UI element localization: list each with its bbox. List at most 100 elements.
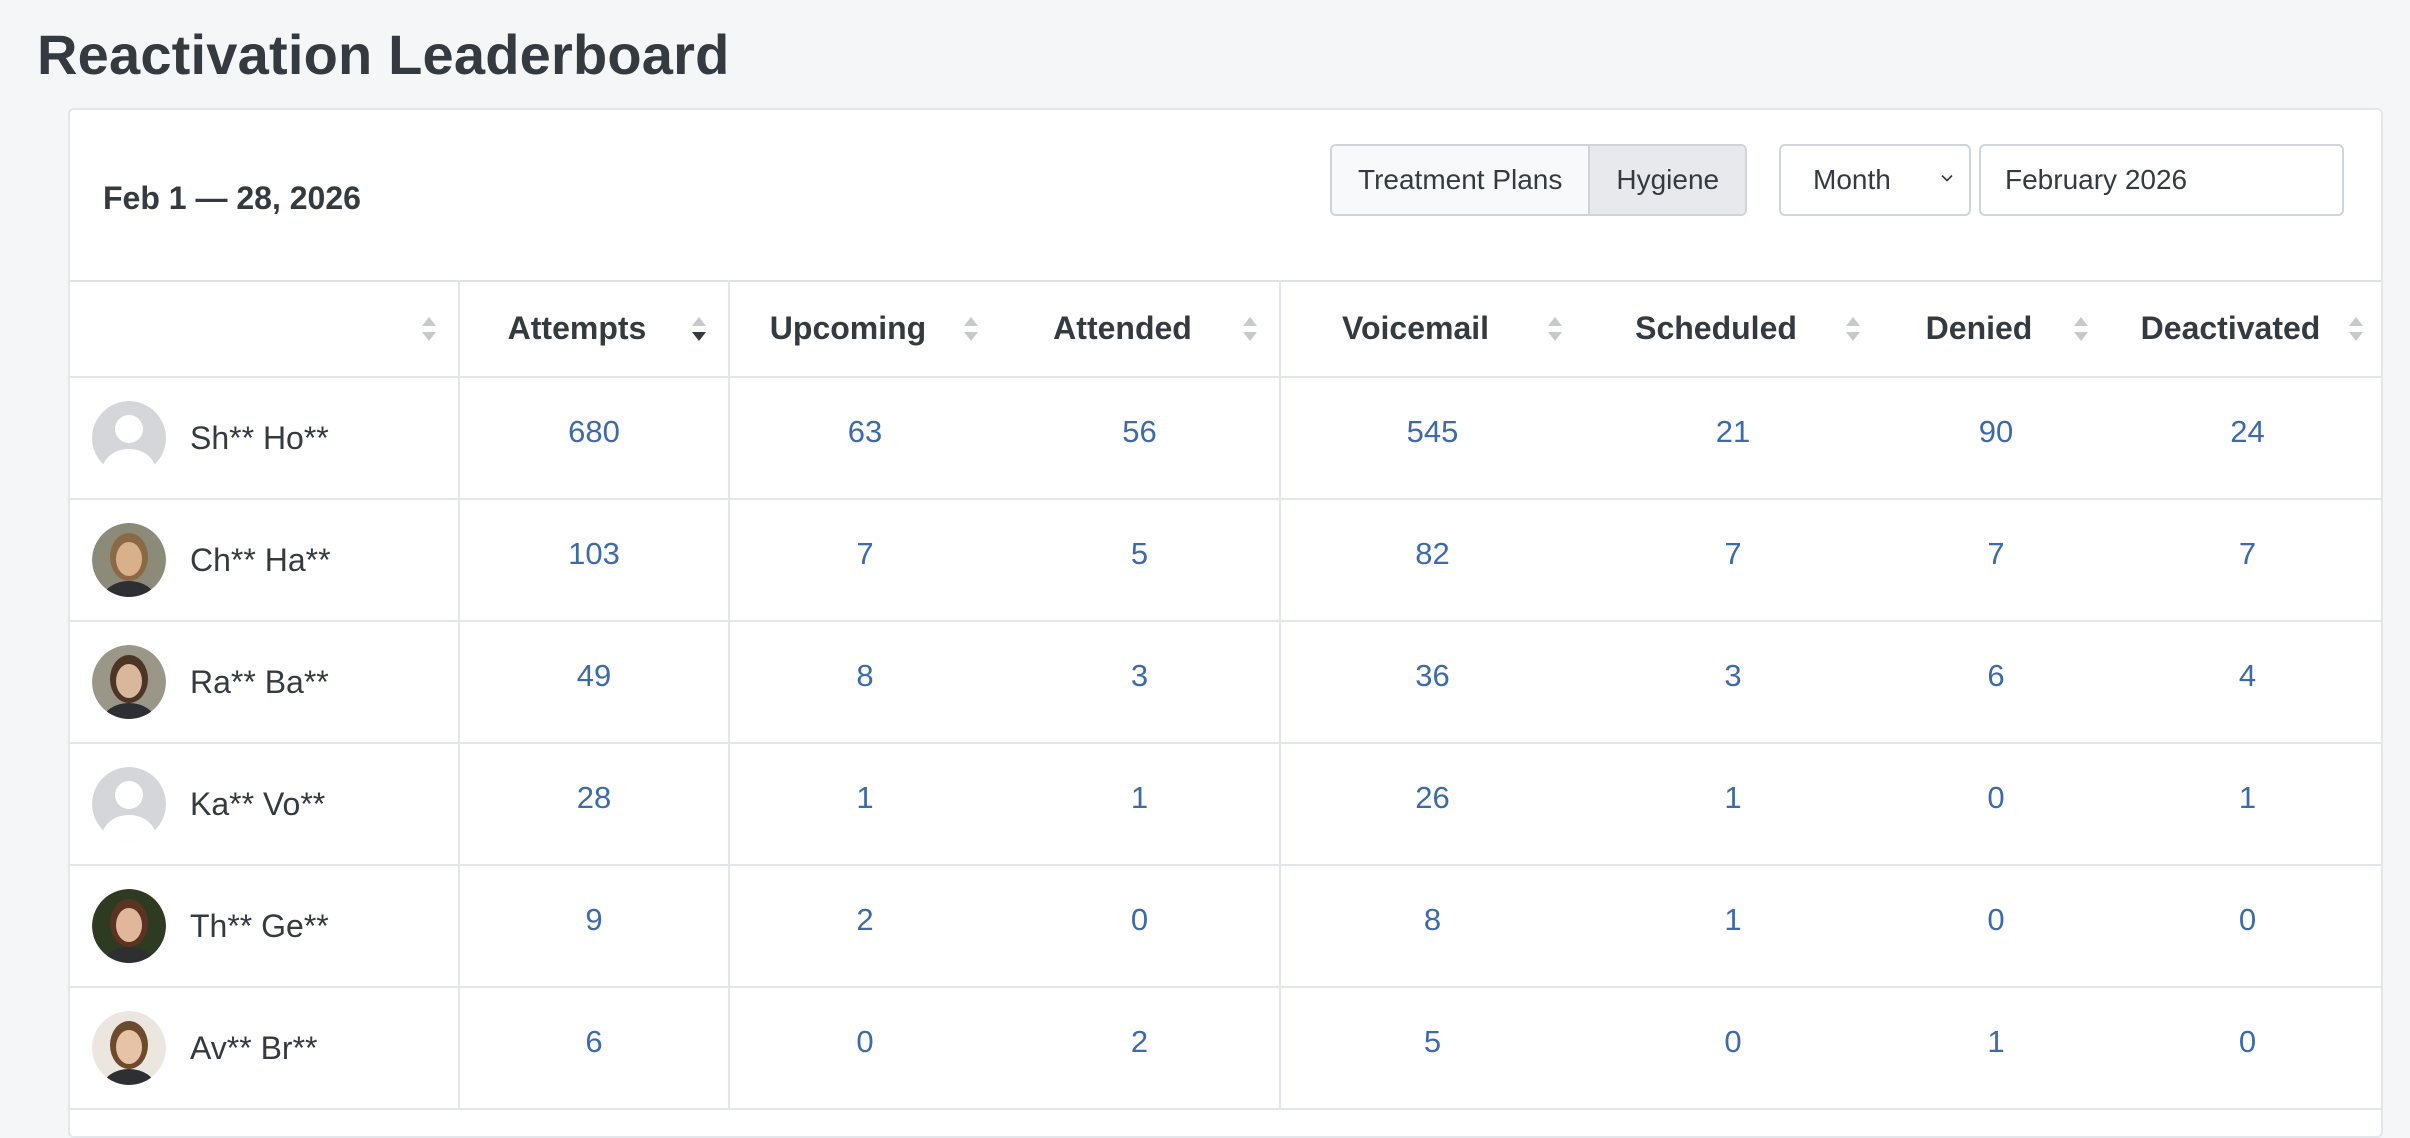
deactivated-count-link[interactable]: 0 bbox=[2238, 1024, 2257, 1059]
table-row: Av** Br** 6 0 2 5 0 1 0 bbox=[70, 988, 2381, 1110]
denied-count-link[interactable]: 6 bbox=[1987, 658, 2005, 693]
voicemail-count-link[interactable]: 26 bbox=[1415, 780, 1450, 815]
voicemail-count-link[interactable]: 82 bbox=[1415, 536, 1450, 571]
cell-deactivated: 4 bbox=[2110, 622, 2381, 742]
deactivated-count-link[interactable]: 1 bbox=[2238, 780, 2257, 815]
scheduled-count-link[interactable]: 1 bbox=[1724, 780, 1742, 815]
staff-name: Ka** Vo** bbox=[190, 785, 326, 822]
cell-denied: 6 bbox=[1882, 622, 2110, 742]
staff-name: Av** Br** bbox=[190, 1029, 318, 1066]
attended-count-link[interactable]: 0 bbox=[1130, 902, 1149, 937]
attended-count-link[interactable]: 3 bbox=[1130, 658, 1149, 693]
column-label: Deactivated bbox=[2140, 309, 2321, 346]
staff-name: Sh** Ho** bbox=[190, 419, 329, 456]
column-label: Scheduled bbox=[1635, 309, 1797, 346]
sort-icon bbox=[1846, 317, 1860, 341]
cell-attended: 1 bbox=[1000, 744, 1279, 864]
attempts-count-link[interactable]: 9 bbox=[585, 902, 603, 937]
header-voicemail[interactable]: Voicemail bbox=[1279, 280, 1584, 376]
voicemail-count-link[interactable]: 8 bbox=[1423, 902, 1442, 937]
sort-icon bbox=[1548, 317, 1562, 341]
scheduled-count-link[interactable]: 1 bbox=[1724, 902, 1742, 937]
denied-count-link[interactable]: 1 bbox=[1987, 1024, 2005, 1059]
category-toggle: Treatment Plans Hygiene bbox=[1330, 144, 1748, 216]
upcoming-count-link[interactable]: 0 bbox=[856, 1024, 874, 1059]
page-title: Reactivation Leaderboard bbox=[37, 23, 730, 86]
cell-attempts: 680 bbox=[458, 378, 728, 498]
header-upcoming[interactable]: Upcoming bbox=[728, 280, 1000, 376]
attempts-count-link[interactable]: 28 bbox=[576, 780, 612, 815]
sort-icon bbox=[2349, 317, 2363, 341]
sort-desc-icon bbox=[692, 317, 706, 341]
scheduled-count-link[interactable]: 0 bbox=[1724, 1024, 1742, 1059]
header-name-column[interactable] bbox=[70, 280, 458, 376]
staff-cell: Sh** Ho** bbox=[70, 378, 458, 498]
header-deactivated[interactable]: Deactivated bbox=[2110, 280, 2381, 376]
scheduled-count-link[interactable]: 3 bbox=[1724, 658, 1742, 693]
attempts-count-link[interactable]: 103 bbox=[568, 536, 620, 571]
cell-denied: 7 bbox=[1882, 500, 2110, 620]
cell-deactivated: 0 bbox=[2110, 866, 2381, 986]
sort-icon bbox=[1243, 317, 1257, 341]
denied-count-link[interactable]: 0 bbox=[1987, 902, 2005, 937]
cell-scheduled: 1 bbox=[1584, 866, 1882, 986]
cell-attended: 56 bbox=[1000, 378, 1279, 498]
denied-count-link[interactable]: 0 bbox=[1987, 780, 2005, 815]
cell-attended: 0 bbox=[1000, 866, 1279, 986]
hygiene-button[interactable]: Hygiene bbox=[1588, 146, 1746, 214]
scheduled-count-link[interactable]: 7 bbox=[1724, 536, 1742, 571]
attended-count-link[interactable]: 5 bbox=[1130, 536, 1149, 571]
sort-icon bbox=[422, 317, 436, 341]
scheduled-count-link[interactable]: 21 bbox=[1715, 414, 1751, 449]
avatar bbox=[92, 645, 166, 719]
cell-upcoming: 8 bbox=[728, 622, 1000, 742]
upcoming-count-link[interactable]: 63 bbox=[847, 414, 883, 449]
attempts-count-link[interactable]: 6 bbox=[585, 1024, 603, 1059]
leaderboard-table: Attempts Upcoming Attended Voicemail Schedul… bbox=[70, 280, 2381, 1110]
header-attended[interactable]: Attended bbox=[1000, 280, 1279, 376]
attempts-count-link[interactable]: 49 bbox=[576, 658, 612, 693]
period-select[interactable]: Month bbox=[1779, 144, 1971, 216]
voicemail-count-link[interactable]: 36 bbox=[1415, 658, 1450, 693]
denied-count-link[interactable]: 7 bbox=[1987, 536, 2005, 571]
table-header-row: Attempts Upcoming Attended Voicemail Schedul… bbox=[70, 280, 2381, 378]
voicemail-count-link[interactable]: 545 bbox=[1406, 414, 1459, 449]
cell-voicemail: 5 bbox=[1279, 988, 1584, 1108]
table-row: Ra** Ba** 49 8 3 36 3 6 4 bbox=[70, 622, 2381, 744]
avatar bbox=[92, 889, 166, 963]
attended-count-link[interactable]: 1 bbox=[1130, 780, 1149, 815]
cell-attended: 3 bbox=[1000, 622, 1279, 742]
deactivated-count-link[interactable]: 0 bbox=[2238, 902, 2257, 937]
deactivated-count-link[interactable]: 24 bbox=[2230, 414, 2265, 449]
denied-count-link[interactable]: 90 bbox=[1978, 414, 2014, 449]
attempts-count-link[interactable]: 680 bbox=[568, 414, 620, 449]
attended-count-link[interactable]: 56 bbox=[1122, 414, 1157, 449]
month-picker-input[interactable]: February 2026 bbox=[1979, 144, 2344, 216]
upcoming-count-link[interactable]: 1 bbox=[856, 780, 874, 815]
voicemail-count-link[interactable]: 5 bbox=[1423, 1024, 1442, 1059]
table-row: Ka** Vo** 28 1 1 26 1 0 1 bbox=[70, 744, 2381, 866]
upcoming-count-link[interactable]: 8 bbox=[856, 658, 874, 693]
cell-upcoming: 2 bbox=[728, 866, 1000, 986]
staff-cell: Th** Ge** bbox=[70, 866, 458, 986]
staff-cell: Ka** Vo** bbox=[70, 744, 458, 864]
month-picker-value: February 2026 bbox=[2005, 164, 2188, 195]
column-label: Denied bbox=[1925, 309, 2033, 346]
header-denied[interactable]: Denied bbox=[1882, 280, 2110, 376]
header-scheduled[interactable]: Scheduled bbox=[1584, 280, 1882, 376]
deactivated-count-link[interactable]: 7 bbox=[2238, 536, 2257, 571]
upcoming-count-link[interactable]: 7 bbox=[856, 536, 874, 571]
column-label: Upcoming bbox=[769, 309, 927, 346]
cell-scheduled: 21 bbox=[1584, 378, 1882, 498]
header-attempts[interactable]: Attempts bbox=[458, 280, 728, 376]
cell-scheduled: 1 bbox=[1584, 744, 1882, 864]
deactivated-count-link[interactable]: 4 bbox=[2238, 658, 2257, 693]
cell-denied: 90 bbox=[1882, 378, 2110, 498]
cell-voicemail: 8 bbox=[1279, 866, 1584, 986]
attended-count-link[interactable]: 2 bbox=[1130, 1024, 1149, 1059]
column-label: Voicemail bbox=[1341, 309, 1490, 346]
upcoming-count-link[interactable]: 2 bbox=[856, 902, 874, 937]
cell-voicemail: 82 bbox=[1279, 500, 1584, 620]
cell-scheduled: 3 bbox=[1584, 622, 1882, 742]
treatment-plans-button[interactable]: Treatment Plans bbox=[1332, 146, 1589, 214]
